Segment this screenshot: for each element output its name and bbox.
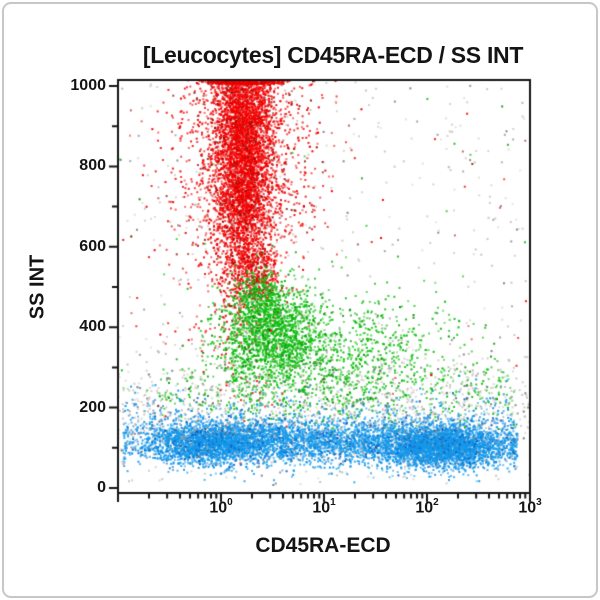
- plot-title: [Leucocytes] CD45RA-ECD / SS INT: [142, 42, 524, 68]
- x-tick-base: 10: [415, 499, 434, 517]
- x-tick-exponent: 3: [536, 497, 542, 508]
- y-tick-label: 800: [79, 157, 106, 175]
- x-tick-base: 10: [209, 499, 228, 517]
- y-tick-label: 1000: [70, 77, 106, 94]
- y-tick-label: 600: [79, 237, 106, 255]
- x-tick-label: 102: [415, 497, 439, 517]
- x-tick-base: 10: [518, 499, 537, 517]
- x-tick-base: 10: [312, 499, 331, 517]
- x-tick-exponent: 0: [227, 497, 233, 508]
- x-axis-label: CD45RA-ECD: [255, 534, 391, 557]
- x-tick-label: 103: [518, 497, 542, 517]
- y-tick-label: 200: [79, 398, 106, 416]
- x-tick-exponent: 2: [433, 497, 439, 508]
- y-tick-label: 0: [97, 479, 106, 496]
- y-tick-label: 400: [79, 318, 106, 336]
- y-axis-label: SS INT: [26, 254, 49, 320]
- x-tick-label: 100: [209, 497, 233, 517]
- x-tick-exponent: 1: [330, 497, 336, 508]
- x-tick-label: 101: [312, 497, 336, 517]
